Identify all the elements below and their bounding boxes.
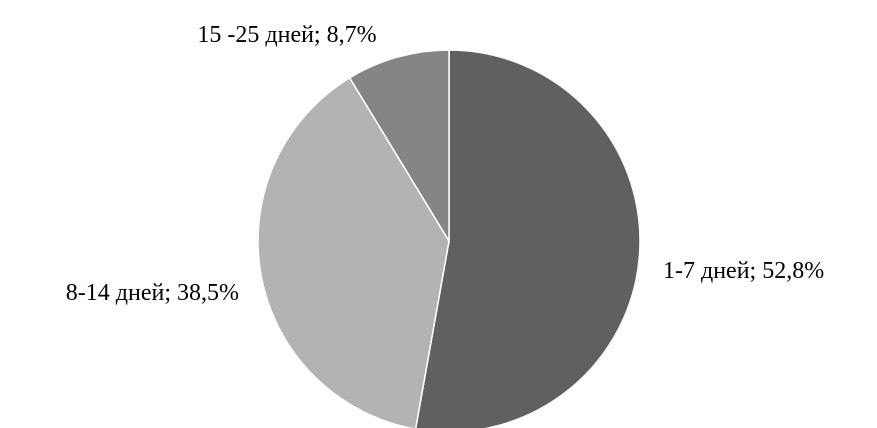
pie-slice-15-25-days: [348, 49, 450, 244]
pie-slice-1-7-days: [414, 49, 641, 428]
pie-slices: [257, 49, 641, 428]
data-label-1-7-days: 1-7 дней; 52,8%: [663, 258, 824, 284]
data-label-8-14-days: 8-14 дней; 38,5%: [66, 280, 239, 306]
data-label-15-25-days: 15 -25 дней; 8,7%: [197, 22, 376, 48]
pie-slice-8-14-days: [257, 76, 450, 428]
